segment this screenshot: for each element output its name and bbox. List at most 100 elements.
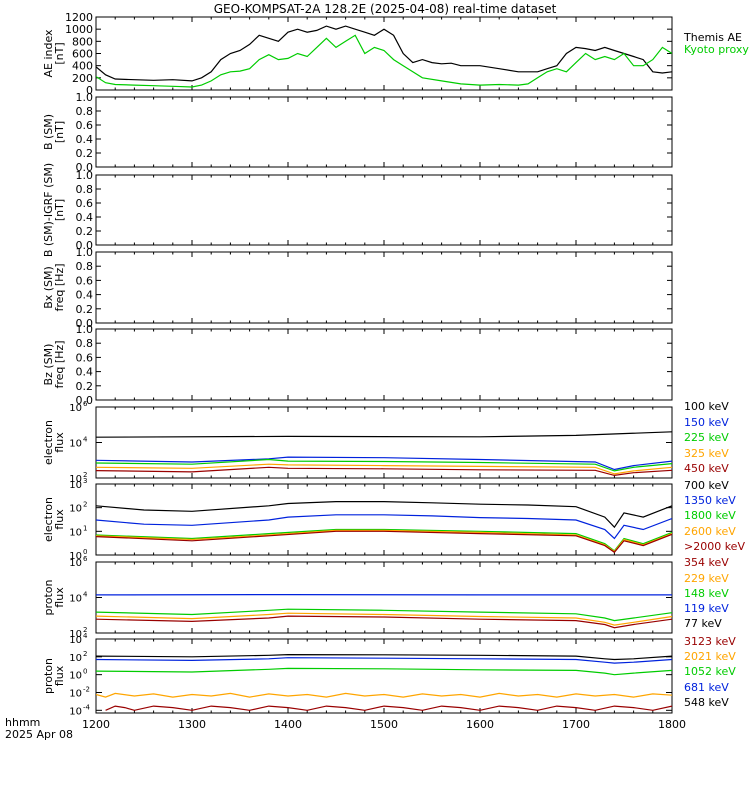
y-tick-label: 1.0 (76, 91, 94, 104)
panel-5: 0.00.20.40.60.81.0Bz (SM)freq [Hz] (42, 323, 672, 407)
y-tick-label: 10 (69, 653, 82, 664)
legend-entry: 229 keV (684, 572, 729, 585)
y-tick-exponent: -2 (83, 685, 90, 693)
legend-entry: 100 keV (684, 400, 729, 413)
y-tick-exponent: 0 (83, 668, 87, 676)
y-axis-label: electronflux (42, 497, 66, 542)
y-axis-label: B (SM)[nT] (42, 114, 66, 150)
y-tick-label: 10 (69, 706, 82, 717)
y-axis-label: electronflux (42, 420, 66, 465)
y-tick-label: 10 (69, 558, 82, 569)
y-tick-label: 1.0 (76, 169, 94, 182)
y-tick-label: 10 (69, 594, 82, 605)
y-tick-exponent: 2 (83, 501, 87, 509)
legend-entry: 3123 keV (684, 635, 736, 648)
y-axis-label: protonflux (42, 658, 66, 694)
legend-entry: 150 keV (684, 416, 729, 429)
y-tick-label: 200 (72, 72, 93, 85)
y-tick-label: 0.6 (76, 197, 94, 210)
y-tick-exponent: 1 (83, 524, 87, 532)
x-tick-label: 1600 (466, 718, 494, 731)
legend-entry: 450 keV (684, 462, 729, 475)
series-line (106, 706, 672, 710)
y-tick-label: 0.6 (76, 351, 94, 364)
y-tick-exponent: 6 (83, 555, 88, 563)
y-axis-label: Bx (SM)freq [Hz] (42, 263, 66, 311)
legend-entry: 225 keV (684, 431, 729, 444)
y-tick-exponent: -4 (83, 703, 91, 711)
y-tick-label: 1200 (65, 11, 93, 24)
y-tick-label: 0.8 (76, 260, 94, 273)
y-tick-label: 10 (69, 671, 82, 682)
legend-entry: Kyoto proxy AE (684, 43, 750, 56)
series-line (96, 658, 672, 663)
y-tick-label: 600 (72, 48, 93, 61)
y-tick-label: 0.2 (76, 225, 94, 238)
x-tick-label: 1200 (82, 718, 110, 731)
y-tick-label: 0.8 (76, 337, 94, 350)
series-line (96, 432, 672, 437)
y-tick-label: 10 (69, 403, 82, 414)
y-tick-exponent: 4 (83, 632, 88, 640)
y-tick-label: 1000 (65, 23, 93, 36)
y-tick-label: 0.8 (76, 183, 94, 196)
y-tick-exponent: 2 (83, 650, 87, 658)
legend-entry: 548 keV (684, 696, 729, 709)
y-tick-label: 10 (69, 439, 82, 450)
plot-frame (96, 329, 672, 400)
legend-entry: 148 keV (684, 587, 729, 600)
legend-entry: 700 keV (684, 479, 729, 492)
legend-entry: 77 keV (684, 617, 722, 630)
chart-title: GEO-KOMPSAT-2A 128.2E (2025-04-08) real-… (214, 2, 557, 16)
y-tick-label: 800 (72, 35, 93, 48)
x-tick-label: 1700 (562, 718, 590, 731)
y-axis-label: AE index[nT] (42, 29, 66, 78)
y-tick-label: 0.4 (76, 211, 94, 224)
y-tick-label: 0.4 (76, 366, 94, 379)
series-line (96, 35, 672, 87)
y-tick-label: 10 (69, 635, 82, 646)
y-axis-label: B (SM)-IGRF (SM)[nT] (42, 163, 66, 257)
y-tick-label: 10 (69, 688, 82, 699)
legend-entry: 119 keV (684, 602, 729, 615)
y-tick-label: 1.0 (76, 323, 94, 336)
legend-entry: 354 keV (684, 556, 729, 569)
y-tick-exponent: 4 (83, 591, 88, 599)
y-tick-label: 0.2 (76, 303, 94, 316)
panel-4: 0.00.20.40.60.81.0Bx (SM)freq [Hz] (42, 246, 672, 330)
y-tick-label: 0.4 (76, 133, 94, 146)
y-tick-label: 0.2 (76, 380, 94, 393)
plot-frame (96, 484, 672, 555)
series-line (96, 693, 672, 697)
x-tick-label: 1800 (658, 718, 686, 731)
legend-entry: 2600 keV (684, 525, 736, 538)
y-tick-label: 0.6 (76, 274, 94, 287)
series-line (96, 515, 672, 539)
plot-frame (96, 639, 672, 713)
legend-entry: 325 keV (684, 447, 729, 460)
legend-entry: 681 keV (684, 681, 729, 694)
series-line (96, 668, 672, 674)
panel-2: 0.00.20.40.60.81.0B (SM)[nT] (42, 91, 672, 174)
plot-frame (96, 175, 672, 245)
x-tick-label: 1500 (370, 718, 398, 731)
series-line (96, 531, 672, 552)
plot-frame (96, 252, 672, 323)
panel-3: 0.00.20.40.60.81.0B (SM)-IGRF (SM)[nT] (42, 163, 672, 257)
y-tick-label: 10 (69, 504, 82, 515)
y-tick-label: 10 (69, 480, 82, 491)
y-axis-label: Bz (SM)freq [Hz] (42, 340, 66, 388)
y-tick-label: 0.4 (76, 289, 94, 302)
y-axis-label: protonflux (42, 579, 66, 615)
legend-entry: 2021 keV (684, 650, 736, 663)
y-tick-label: 0.8 (76, 105, 94, 118)
y-tick-label: 0.6 (76, 119, 94, 132)
legend-entry: 1800 keV (684, 509, 736, 522)
